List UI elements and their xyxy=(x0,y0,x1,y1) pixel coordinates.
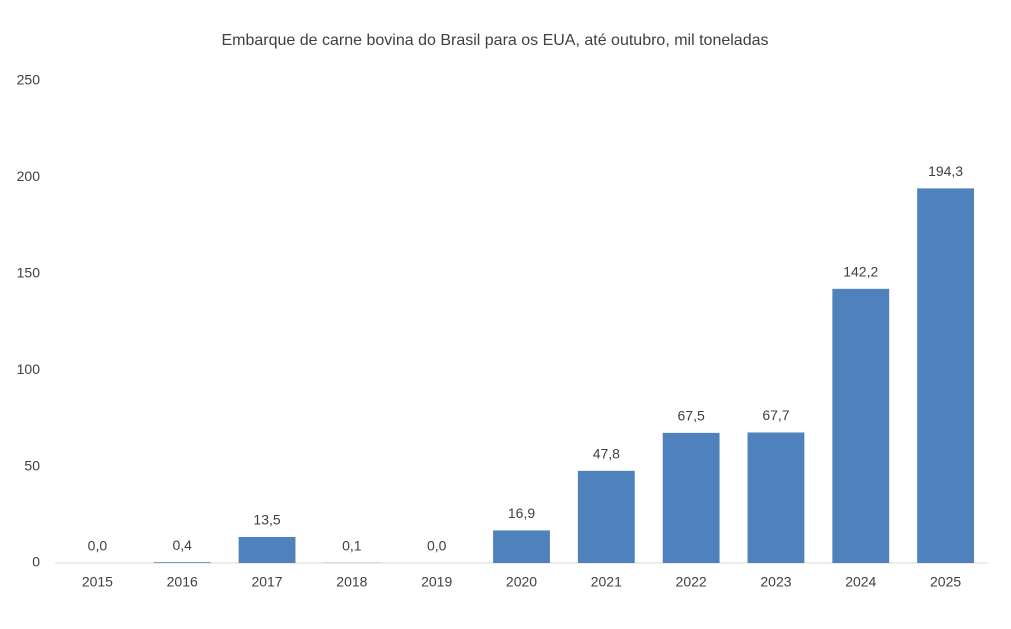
x-tick-label: 2018 xyxy=(336,574,367,590)
value-label: 13,5 xyxy=(253,512,280,528)
y-tick-label: 150 xyxy=(17,265,41,281)
x-tick-label: 2015 xyxy=(82,574,113,590)
x-tick-label: 2024 xyxy=(845,574,876,590)
bar xyxy=(493,530,550,563)
value-label: 194,3 xyxy=(928,163,963,179)
y-tick-label: 250 xyxy=(17,72,41,88)
bar xyxy=(747,432,805,563)
bar xyxy=(832,288,890,563)
value-label: 0,0 xyxy=(88,538,108,554)
y-tick-label: 100 xyxy=(17,361,41,377)
value-label: 0,1 xyxy=(342,538,362,554)
x-tick-label: 2021 xyxy=(591,574,622,590)
bar xyxy=(662,432,720,563)
y-tick-label: 50 xyxy=(24,457,40,473)
chart-title: Embarque de carne bovina do Brasil para … xyxy=(222,32,769,49)
bar xyxy=(917,188,975,564)
bar xyxy=(153,562,211,563)
value-label: 67,7 xyxy=(762,407,789,423)
x-tick-label: 2023 xyxy=(760,574,791,590)
value-label: 47,8 xyxy=(593,446,620,462)
x-tick-label: 2025 xyxy=(930,574,961,590)
value-label: 67,5 xyxy=(678,408,705,424)
bar xyxy=(238,536,296,563)
value-label: 0,4 xyxy=(172,537,192,553)
bar xyxy=(577,470,635,563)
x-tick-label: 2022 xyxy=(676,574,707,590)
y-tick-label: 200 xyxy=(17,168,41,184)
x-tick-label: 2016 xyxy=(167,574,198,590)
value-label: 142,2 xyxy=(843,264,878,280)
value-label: 16,9 xyxy=(508,505,535,521)
x-tick-label: 2017 xyxy=(251,574,282,590)
y-tick-label: 0 xyxy=(32,554,40,570)
x-tick-label: 2019 xyxy=(421,574,452,590)
value-label: 0,0 xyxy=(427,538,447,554)
x-tick-label: 2020 xyxy=(506,574,537,590)
